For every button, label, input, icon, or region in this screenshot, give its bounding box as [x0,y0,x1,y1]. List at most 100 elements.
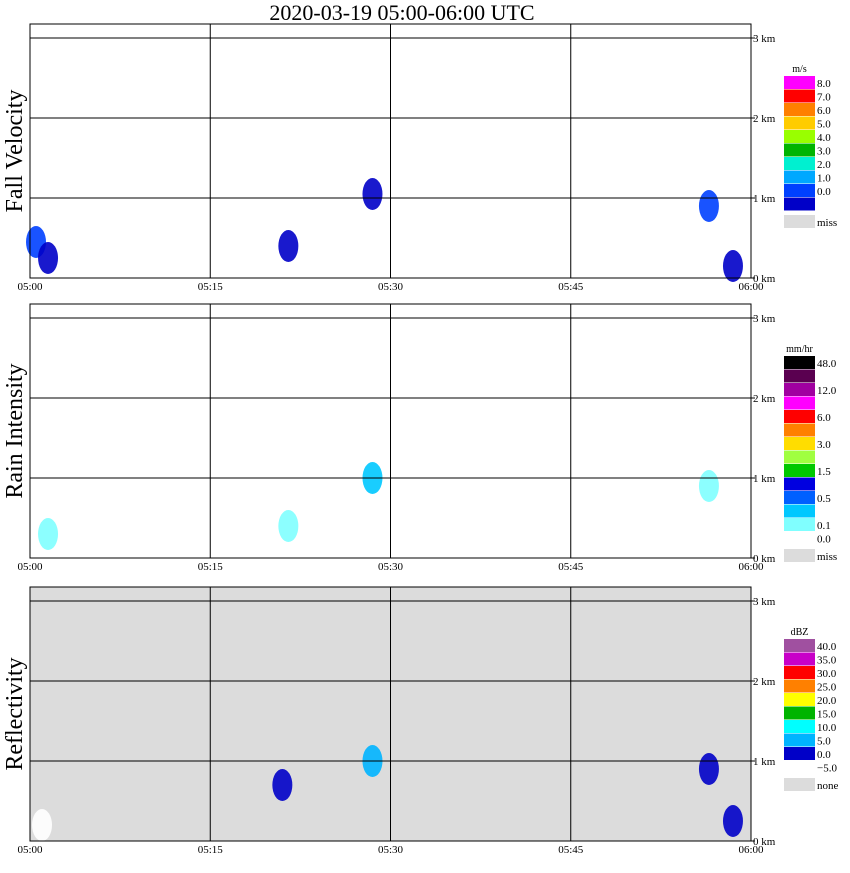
legend-swatch [784,356,815,369]
y-tick-label: 0 km [753,273,776,285]
legend-label: 35.0 [817,655,837,667]
legend-swatch [784,706,815,720]
plot-frame [29,586,752,842]
y-tick-label: 3 km [753,596,776,608]
legend-label: none [817,780,839,792]
legend-swatch [784,215,815,228]
legend-label: 7.0 [817,92,831,104]
legend-label: 6.0 [817,412,831,424]
legend-label: 10.0 [817,722,837,734]
legend-swatch [784,531,815,545]
legend-swatch [784,504,815,518]
legend-label: 4.0 [817,132,831,144]
legend-swatch [784,116,815,130]
legend-swatch [784,157,815,170]
legend-swatch [784,464,815,477]
legend-swatch [784,143,815,157]
legend-swatch [784,184,815,197]
legend-label: 1.0 [817,173,831,185]
legend-swatch [784,89,815,103]
radar-echo [272,769,293,801]
legend-swatch [784,491,815,504]
legend-unit: mm/hr [786,344,813,355]
y-tick-label: 3 km [753,33,776,45]
x-tick-label: 06:00 [738,281,764,293]
legend-label: miss [817,551,837,563]
x-tick-label: 05:00 [17,561,43,573]
legend-label: 3.0 [817,146,831,158]
radar-echo [698,190,719,222]
legend-swatch [784,437,815,450]
radar-echo [698,753,719,785]
legend-swatch [784,450,815,464]
legend-swatch [784,423,815,437]
legend-swatch [784,693,815,706]
x-tick-label: 05:45 [558,561,584,573]
legend-swatch [784,720,815,733]
plot-frame [29,23,752,279]
legend-swatch [784,666,815,679]
legend-label: 48.0 [817,358,837,370]
legend-label: 30.0 [817,668,837,680]
legend-swatch [784,76,815,89]
x-tick-label: 05:30 [378,844,404,856]
legend-swatch [784,747,815,760]
y-tick-label: 2 km [753,393,776,405]
legend-label: 15.0 [817,709,837,721]
legend-swatch [784,477,815,491]
y-tick-label: 0 km [753,836,776,848]
radar-echo [722,250,743,282]
legend-label: 25.0 [817,682,837,694]
radar-echo [278,510,299,542]
y-tick-label: 3 km [753,313,776,325]
legend-label: 20.0 [817,695,837,707]
legend-label: 0.1 [817,520,831,532]
plot-frame [29,303,752,559]
axis-label-y: Rain Intensity [2,363,28,498]
y-tick-label: 2 km [753,113,776,125]
legend-label: 40.0 [817,641,837,653]
x-tick-label: 05:30 [378,281,404,293]
x-tick-label: 05:15 [198,844,224,856]
x-tick-label: 05:00 [17,844,43,856]
legend-swatch [784,652,815,666]
x-tick-label: 05:30 [378,561,404,573]
legend-swatch [784,410,815,423]
legend-swatch [784,760,815,774]
legend-label: 5.0 [817,736,831,748]
panel-fall-velocity: 0 km 1 km 2 km 3 km 05:00 05:15 05:30 05:45 06:0… [2,23,837,293]
y-tick-label: 1 km [753,473,776,485]
legend-label: 2.0 [817,159,831,171]
radar-echo [38,518,59,550]
legend-label: 8.0 [817,78,831,90]
legend-label: 5.0 [817,119,831,131]
legend-unit: m/s [792,64,807,75]
axis-label-y: Fall Velocity [2,90,28,213]
legend-label: 12.0 [817,385,837,397]
legend-label: 0.0 [817,186,831,198]
legend-swatch [784,733,815,747]
x-tick-label: 05:45 [558,281,584,293]
legend-swatch [784,383,815,396]
chart-title: 2020-03-19 05:00-06:00 UTC [269,0,534,25]
x-tick-label: 06:00 [738,561,764,573]
legend-unit: dBZ [791,627,809,638]
legend-label: miss [817,217,837,229]
x-tick-label: 05:15 [198,281,224,293]
legend-label: 0.0 [817,749,831,761]
legend-label: 0.0 [817,534,831,546]
x-tick-label: 06:00 [738,844,764,856]
x-tick-label: 05:45 [558,844,584,856]
legend-swatch [784,103,815,116]
legend-swatch [784,197,815,211]
radar-echo [38,242,59,274]
y-tick-label: 2 km [753,676,776,688]
y-tick-label: 1 km [753,193,776,205]
legend-swatch [784,639,815,652]
radar-echo [32,809,53,841]
radar-echo [722,805,743,837]
legend-label: 1.5 [817,466,831,478]
legend-label: 0.5 [817,493,831,505]
legend-swatch [784,170,815,184]
